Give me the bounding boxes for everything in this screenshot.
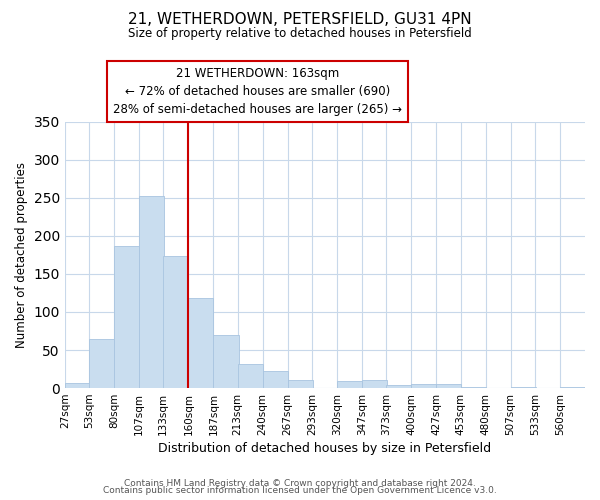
Bar — [163, 256, 188, 388]
Text: Contains public sector information licensed under the Open Government Licence v3: Contains public sector information licen… — [103, 486, 497, 495]
Bar — [188, 298, 214, 388]
Bar — [560, 386, 585, 388]
Bar — [263, 370, 288, 388]
Bar — [337, 381, 362, 388]
Bar — [386, 385, 411, 388]
Bar — [139, 196, 164, 388]
Bar — [114, 246, 139, 388]
Y-axis label: Number of detached properties: Number of detached properties — [15, 162, 28, 348]
Bar — [238, 364, 263, 388]
Bar — [214, 335, 239, 388]
Bar — [436, 384, 461, 388]
Bar — [461, 386, 485, 388]
Bar — [411, 384, 436, 388]
X-axis label: Distribution of detached houses by size in Petersfield: Distribution of detached houses by size … — [158, 442, 491, 455]
Text: 21 WETHERDOWN: 163sqm
← 72% of detached houses are smaller (690)
28% of semi-det: 21 WETHERDOWN: 163sqm ← 72% of detached … — [113, 68, 402, 116]
Bar — [65, 382, 90, 388]
Bar — [288, 380, 313, 388]
Text: Size of property relative to detached houses in Petersfield: Size of property relative to detached ho… — [128, 28, 472, 40]
Text: 21, WETHERDOWN, PETERSFIELD, GU31 4PN: 21, WETHERDOWN, PETERSFIELD, GU31 4PN — [128, 12, 472, 28]
Text: Contains HM Land Registry data © Crown copyright and database right 2024.: Contains HM Land Registry data © Crown c… — [124, 478, 476, 488]
Bar — [362, 380, 387, 388]
Bar — [89, 338, 114, 388]
